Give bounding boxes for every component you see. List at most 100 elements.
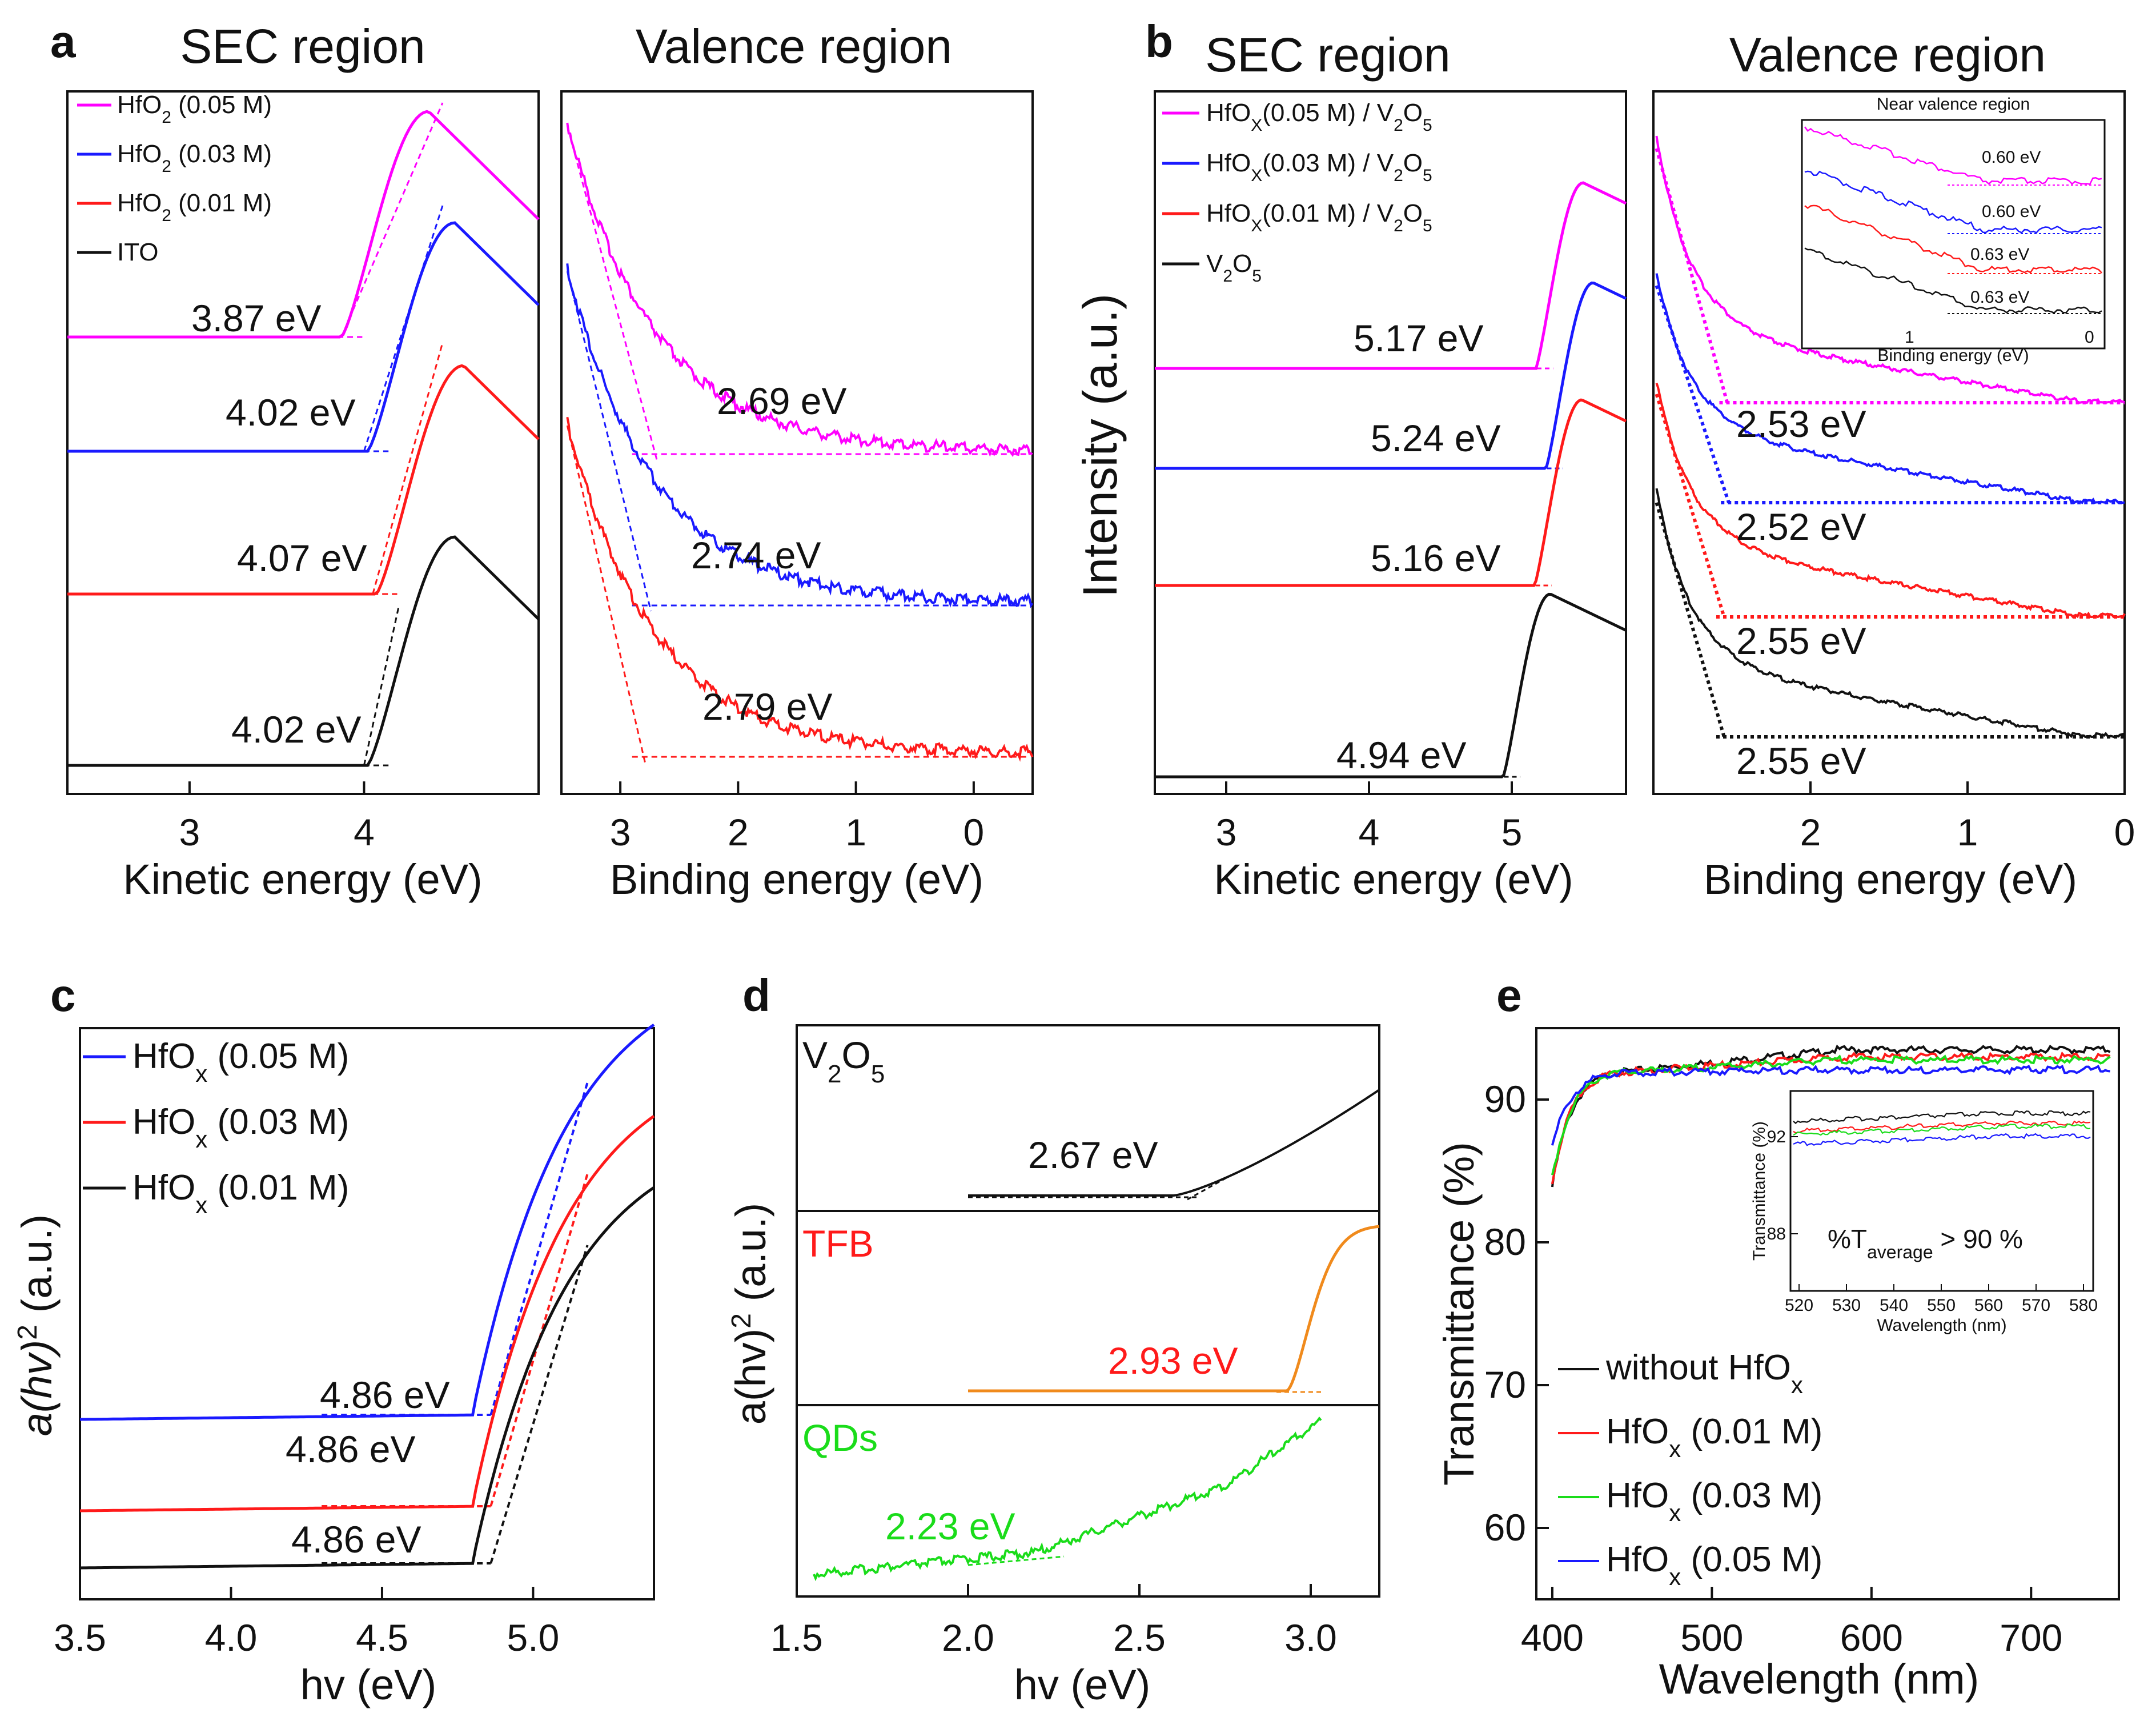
legend-sub: X	[1251, 166, 1262, 185]
series-line	[1155, 398, 1627, 587]
panel-c-chart: 3.5 4.0 4.5 5.0 HfOx (0.05 M)HfOx (0.03 M)H…	[13, 1023, 655, 1708]
baseline-fit	[967, 1555, 1065, 1566]
near-valence-inset: Near valence region 0.60 eV 0.60 eV 0.63…	[1801, 95, 2106, 365]
legend-sub: x	[195, 1192, 207, 1218]
legend-text: HfO	[133, 1168, 195, 1207]
legend-rest2: O	[1403, 149, 1423, 177]
y-tick-label: 80	[1484, 1221, 1526, 1263]
legend-rest: (0.05 M) / V	[1262, 99, 1394, 127]
value-label: 3.87 eV	[191, 297, 322, 339]
legend-sub2: 2	[1394, 216, 1403, 235]
x-tick-label: 500	[1680, 1616, 1743, 1659]
legend-text: HfO	[133, 1102, 195, 1142]
value-label: 2.55 eV	[1736, 620, 1866, 662]
legend-entry: HfOx (0.03 M)	[133, 1102, 349, 1153]
value-label: 2.79 eV	[702, 685, 833, 728]
subpanel-name-qds: QDs	[802, 1417, 878, 1459]
legend-entry: HfO2 (0.01 M)	[117, 189, 272, 225]
value-label: 2.23 eV	[885, 1505, 1015, 1547]
plot-frame	[1652, 90, 2126, 795]
subpanel-name-rest: O	[842, 1034, 871, 1076]
legend-sub: 2	[162, 108, 171, 127]
value-label: 5.16 eV	[1371, 537, 1501, 579]
x-axis-title: Kinetic energy (eV)	[123, 856, 482, 903]
x-axis-title: Binding energy (eV)	[610, 856, 983, 903]
series-line	[1655, 488, 2126, 739]
x-tick-label: 2.5	[1113, 1616, 1166, 1659]
y-axis-title-main: a(hv)	[727, 1329, 774, 1425]
x-tick-label: 700	[2000, 1616, 2062, 1659]
value-label: 2.67 eV	[1028, 1134, 1158, 1176]
x-tick-label: 3.0	[1284, 1616, 1337, 1659]
panel-d-chart: 1.5 2.0 2.5 3.0 V2O5 TFB QDs 2.67 eV 2.93 e…	[726, 1024, 1380, 1708]
inset-x-axis-title: Binding energy (eV)	[1877, 346, 2029, 365]
value-label: 2.93 eV	[1108, 1339, 1238, 1382]
panel-letter-b: b	[1145, 16, 1173, 67]
x-tick-label: 4.5	[356, 1616, 408, 1659]
legend-text: HfO	[117, 189, 162, 217]
x-tick-label: 5	[1501, 811, 1523, 853]
series-line	[79, 1186, 655, 1570]
value-label: 2.74 eV	[691, 534, 821, 576]
legend-sub3: 5	[1423, 166, 1432, 185]
subpanel-name-sub: 2	[828, 1060, 841, 1088]
inset-series-line	[1804, 170, 2102, 234]
edge-fit	[363, 605, 400, 766]
panel-a-valence-chart: Valence region 3 2 1 0 2.69 eV 2.74 eV 2.79…	[560, 19, 1034, 903]
legend: HfO2 (0.05 M) HfO2 (0.03 M) HfO2 (0.01 M) I…	[77, 91, 272, 266]
legend-entry: ITO	[117, 238, 159, 266]
legend-rest: (0.03 M)	[207, 1102, 349, 1142]
legend-entry: HfOX(0.03 M) / V2O5	[1206, 149, 1432, 185]
x-axis-title: Kinetic energy (eV)	[1214, 856, 1573, 903]
value-label: 5.17 eV	[1354, 317, 1484, 359]
legend-sub: X	[1251, 116, 1262, 135]
x-tick-label: 3	[1216, 811, 1237, 853]
legend-entry: HfO2 (0.05 M)	[117, 91, 272, 127]
y-tick-label: 70	[1484, 1363, 1526, 1406]
x-tick-label: 0	[963, 811, 985, 853]
inset-x-tick-label: 520	[1785, 1296, 1813, 1315]
series-line	[67, 221, 540, 453]
legend-sub: x	[1791, 1371, 1803, 1398]
legend-rest2: O	[1403, 99, 1423, 127]
inset-x-tick-label: 560	[1974, 1296, 2003, 1315]
y-axis-title: Transmittance (%)	[1435, 1142, 1483, 1486]
legend-text: HfO	[1206, 199, 1251, 227]
legend-sub: 2	[162, 157, 171, 176]
legend-text: HfO	[1606, 1540, 1669, 1579]
transmittance-inset: 520 530 540 550 560 570 580 92 88 Wavelength (nm…	[1750, 1090, 2098, 1335]
legend-entry: HfO2 (0.03 M)	[117, 140, 272, 176]
legend-rest: (0.03 M)	[1681, 1476, 1822, 1515]
edge-fit	[1655, 285, 1731, 503]
legend-entry: HfOx (0.05 M)	[1606, 1540, 1822, 1590]
edge-fit	[566, 271, 652, 612]
value-label: 4.86 eV	[291, 1518, 421, 1560]
inset-series-line	[1793, 1123, 2091, 1136]
legend-text: ITO	[117, 238, 159, 266]
legend-sub: x	[1669, 1435, 1681, 1462]
y-axis-title-rest: (a.u.)	[727, 1203, 774, 1313]
legend-rest: O	[1232, 250, 1252, 278]
series-line	[1155, 281, 1627, 470]
x-tick-label: 3	[179, 811, 200, 853]
legend-sub: x	[1669, 1563, 1681, 1590]
series-line	[1551, 1064, 2110, 1146]
inset-series-line	[1804, 126, 2102, 186]
x-axis-title: Wavelength (nm)	[1659, 1655, 1980, 1703]
plot-frame	[560, 90, 1034, 795]
legend-sub: X	[1251, 216, 1262, 235]
legend-rest: (0.05 M)	[207, 1037, 349, 1076]
chart-title: SEC region	[180, 19, 425, 73]
x-tick-label: 400	[1521, 1616, 1584, 1659]
edge-fit	[1187, 1176, 1229, 1201]
series-line	[1655, 273, 2125, 504]
legend-text: HfO	[1606, 1476, 1669, 1515]
panel-b-valence-chart: Valence region 2 1 0 2.53 eV 2.52 eV 2.55 …	[1652, 28, 2135, 903]
value-label: 4.94 eV	[1336, 734, 1467, 776]
inset-y-axis-title: Transmittance (%)	[1750, 1121, 1769, 1261]
inset-y-tick-label: 92	[1767, 1128, 1786, 1146]
x-tick-label: 4	[354, 811, 375, 853]
subpanel-name-v2o5: V2O5	[802, 1034, 885, 1088]
